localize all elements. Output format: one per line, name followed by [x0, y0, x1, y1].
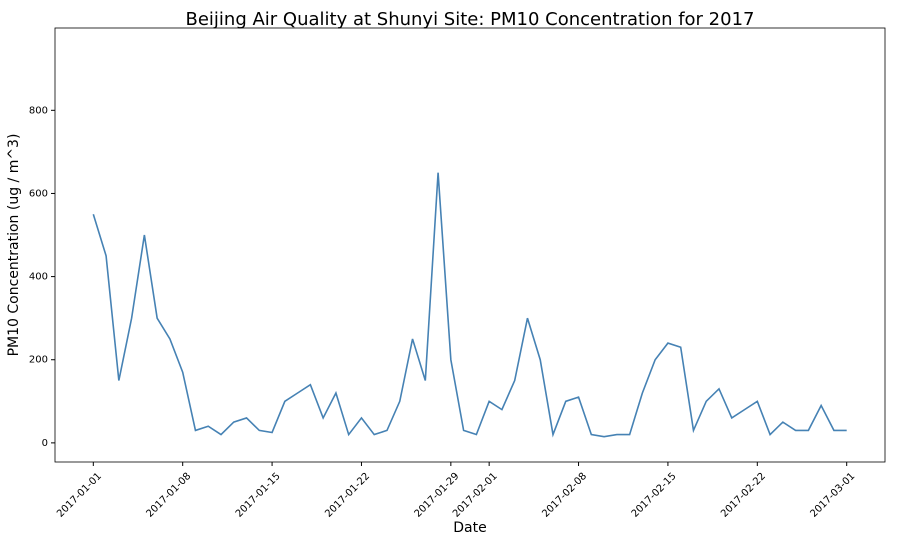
x-tick-label: 2017-01-08 — [144, 471, 193, 520]
x-tick-label: 2017-02-22 — [719, 471, 768, 520]
x-tick-label: 2017-01-22 — [323, 471, 372, 520]
x-tick-label: 2017-03-01 — [808, 471, 857, 520]
y-axis-label: PM10 Concentration (ug / m^3) — [6, 134, 22, 357]
y-tick-label: 600 — [29, 188, 48, 199]
plot-frame — [54, 27, 886, 463]
x-tick-label: 2017-02-08 — [540, 471, 589, 520]
y-tick-label: 0 — [42, 438, 48, 449]
y-tick-label: 200 — [29, 355, 48, 366]
chart-title: Beijing Air Quality at Shunyi Site: PM10… — [186, 9, 755, 30]
y-tick-label: 400 — [29, 272, 48, 283]
x-tick-label: 2017-01-01 — [55, 471, 104, 520]
x-axis-label: Date — [453, 520, 486, 536]
data-line — [92, 172, 847, 438]
x-tick-label: 2017-01-15 — [234, 471, 283, 520]
x-tick-label: 2017-02-15 — [630, 471, 679, 520]
y-tick-label: 800 — [29, 105, 48, 116]
